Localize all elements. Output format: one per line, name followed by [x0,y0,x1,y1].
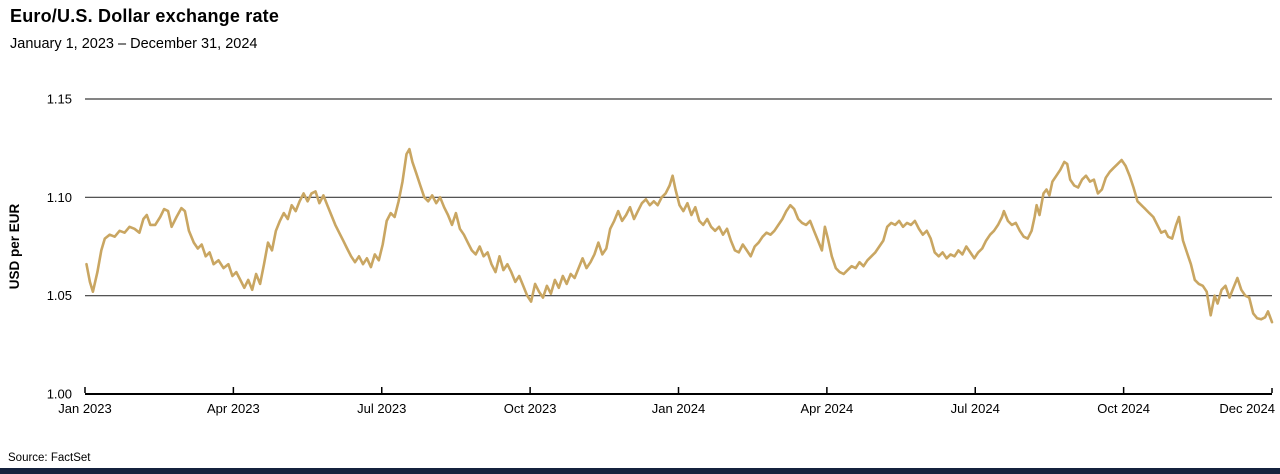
x-tick-label: Jan 2023 [58,401,112,416]
page-title: Euro/U.S. Dollar exchange rate [10,6,280,26]
x-tick-label: Jul 2023 [357,401,406,416]
y-tick-label: 1.15 [47,92,72,107]
x-tick-label: Oct 2023 [504,401,557,416]
x-tick-label: Apr 2023 [207,401,260,416]
y-axis-title: USD per EUR [7,203,22,289]
x-tick-label: Dec 2024 [1219,401,1275,416]
source-note: Source: FactSet [8,452,91,464]
y-tick-label: 1.00 [47,387,72,402]
x-tick-label: Jan 2024 [652,401,706,416]
bottom-bar [0,468,1280,474]
rate-line [85,147,1274,324]
x-tick-label: Apr 2024 [800,401,853,416]
x-tick-label: Jul 2024 [951,401,1000,416]
x-tick-label: Oct 2024 [1097,401,1150,416]
y-tick-label: 1.05 [47,288,72,303]
y-tick-label: 1.10 [47,190,72,205]
page-subtitle: January 1, 2023 – December 31, 2024 [10,36,258,52]
